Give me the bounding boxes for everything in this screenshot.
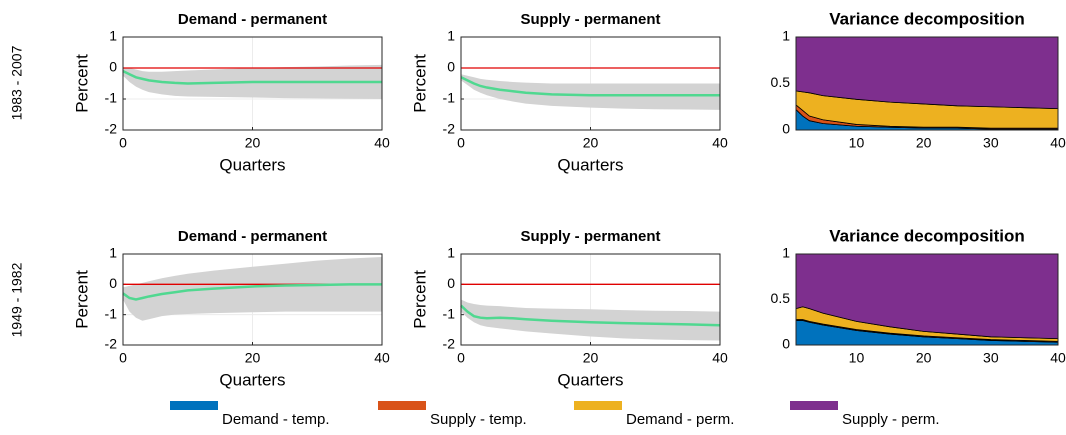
y-tick-label: -1 <box>443 305 456 321</box>
row-label: 1983 - 2007 <box>9 45 25 120</box>
x-tick-label: 40 <box>712 135 728 151</box>
x-tick-label: 20 <box>916 350 932 366</box>
y-tick-label: 0.5 <box>771 290 791 306</box>
y-tick-label: -1 <box>105 305 118 321</box>
y-tick-label: -2 <box>443 336 456 352</box>
confidence-band <box>123 257 382 321</box>
plot-frame <box>122 253 383 346</box>
x-tick-label: 20 <box>583 135 599 151</box>
legend-swatch <box>574 401 622 410</box>
y-tick-label: 1 <box>782 245 790 261</box>
y-axis-label: Percent <box>410 270 429 329</box>
x-tick-label: 40 <box>374 350 390 366</box>
line <box>122 69 382 85</box>
y-tick-label: 0 <box>447 275 455 291</box>
chart-title: Supply - permanent <box>520 11 660 28</box>
x-axis-label: Quarters <box>557 155 623 174</box>
x-tick-label: 10 <box>849 135 865 151</box>
x-tick-label: 0 <box>457 350 465 366</box>
x-tick-label: 30 <box>983 350 999 366</box>
x-tick-label: 20 <box>245 350 261 366</box>
line <box>460 304 721 327</box>
x-tick-label: 0 <box>119 135 127 151</box>
y-tick-label: 1 <box>447 245 455 261</box>
chart-title: Demand - permanent <box>178 228 327 245</box>
y-tick-label: -1 <box>105 90 118 106</box>
y-tick-label: 0 <box>447 59 455 75</box>
plot-frame <box>460 253 721 346</box>
y-tick-label: 1 <box>782 28 790 44</box>
line <box>460 76 720 97</box>
y-axis-label: Percent <box>72 270 91 329</box>
y-tick-label: -2 <box>105 121 118 137</box>
y-tick-label: -2 <box>443 121 456 137</box>
x-tick-label: 20 <box>245 135 261 151</box>
legend-label: Supply - perm. <box>842 411 940 428</box>
y-tick-label: 1 <box>447 28 455 44</box>
y-tick-label: -2 <box>105 336 118 352</box>
x-tick-label: 40 <box>1050 135 1066 151</box>
chart: Variance decomposition 0 0.5 1 10 20 30 40 <box>771 9 1066 150</box>
chart-title: Variance decomposition <box>829 9 1025 28</box>
x-axis-label: Quarters <box>219 155 285 174</box>
confidence-band <box>461 74 720 110</box>
chart-title: Supply - permanent <box>520 228 660 245</box>
legend-label: Supply - temp. <box>430 411 527 428</box>
chart-title: Variance decomposition <box>829 226 1025 245</box>
confidence-band <box>461 299 720 341</box>
plot-frame <box>795 36 1059 131</box>
plot-frame <box>460 36 721 131</box>
legend-swatch <box>170 401 218 410</box>
x-tick-label: 0 <box>119 350 127 366</box>
y-axis-label: Percent <box>410 54 429 113</box>
x-axis-label: Quarters <box>557 370 623 389</box>
x-tick-label: 30 <box>983 135 999 151</box>
y-tick-label: 0 <box>782 121 790 137</box>
x-tick-label: 20 <box>916 135 932 151</box>
x-tick-label: 40 <box>1050 350 1066 366</box>
row-label: 1949 - 1982 <box>9 262 25 337</box>
y-axis-label: Percent <box>72 54 91 113</box>
x-tick-label: 0 <box>457 135 465 151</box>
chart: Variance decomposition 0 0.5 1 10 20 30 40 <box>771 226 1066 365</box>
x-tick-label: 40 <box>374 135 390 151</box>
y-tick-label: 0 <box>109 275 117 291</box>
y-tick-label: 1 <box>109 28 117 44</box>
chart-title: Demand - permanent <box>178 11 327 28</box>
y-tick-label: 0 <box>109 59 117 75</box>
line <box>122 283 382 301</box>
y-tick-label: 0.5 <box>771 74 791 90</box>
legend-swatch <box>790 401 838 410</box>
plot-frame <box>795 253 1059 346</box>
x-tick-label: 20 <box>583 350 599 366</box>
legend-swatch <box>378 401 426 410</box>
x-axis-label: Quarters <box>219 370 285 389</box>
y-tick-label: 0 <box>782 336 790 352</box>
y-tick-label: 1 <box>109 245 117 261</box>
legend-label: Demand - perm. <box>626 411 734 428</box>
x-tick-label: 10 <box>849 350 865 366</box>
x-tick-label: 40 <box>712 350 728 366</box>
y-tick-label: -1 <box>443 90 456 106</box>
plot-frame <box>122 36 383 131</box>
legend-label: Demand - temp. <box>222 411 330 428</box>
